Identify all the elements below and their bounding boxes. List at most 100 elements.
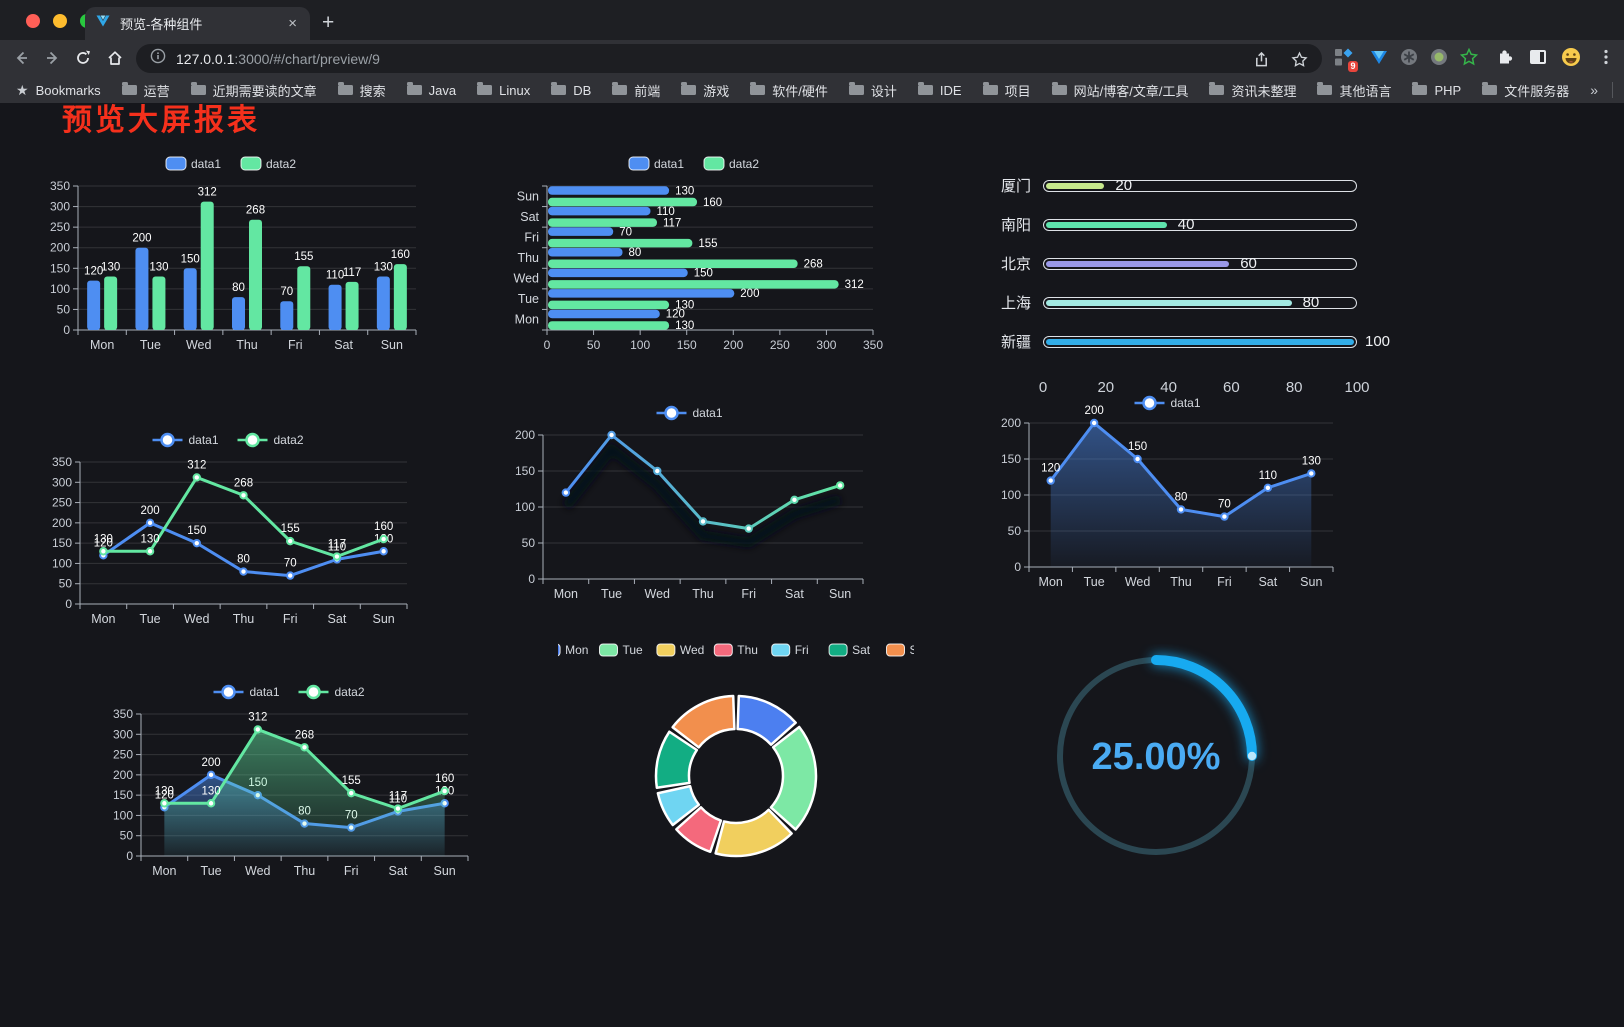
bookmark-item[interactable]: DB bbox=[551, 82, 591, 98]
svg-text:Mon: Mon bbox=[1039, 575, 1063, 589]
svg-text:130: 130 bbox=[94, 533, 113, 545]
svg-text:Thu: Thu bbox=[236, 338, 258, 352]
bookmark-item[interactable]: 其他语言 bbox=[1317, 81, 1391, 100]
bookmark-item[interactable]: 搜索 bbox=[337, 81, 386, 100]
svg-text:Mon: Mon bbox=[554, 587, 578, 601]
chart-line-dual[interactable]: 0 50 100 150 200 250 300 350 Mon Tue Wed Thu Fri Sat S… bbox=[42, 424, 417, 638]
bookmark-label: IDE bbox=[939, 82, 962, 98]
svg-text:160: 160 bbox=[391, 249, 410, 261]
svg-text:200: 200 bbox=[201, 757, 220, 769]
bookmark-item[interactable]: 运营 bbox=[121, 81, 170, 100]
svg-text:155: 155 bbox=[698, 238, 717, 250]
chart-bar-vertical[interactable]: 0 50 100 150 200 250 300 350 Mon Tue Wed Thu Fri Sat S… bbox=[42, 148, 424, 362]
sidebar-toggle-icon[interactable] bbox=[1526, 45, 1550, 69]
page-content: 预览大屏报表 0 50 100 150 200 250 300 350 Mon Tue Wed Thu… bbox=[0, 103, 1624, 1027]
bookmark-item[interactable]: 游戏 bbox=[681, 81, 729, 100]
forward-button[interactable] bbox=[40, 45, 66, 71]
svg-text:50: 50 bbox=[522, 536, 536, 550]
bookmark-item[interactable]: 近期需要读的文章 bbox=[190, 81, 317, 100]
bookmark-item[interactable]: Linux bbox=[477, 82, 530, 98]
svg-text:350: 350 bbox=[113, 707, 133, 721]
url-host: 127.0.0.1 bbox=[176, 50, 235, 67]
extension-asterisk-icon[interactable] bbox=[1397, 45, 1421, 69]
progress-value: 20 bbox=[1115, 176, 1133, 194]
bookmark-item[interactable]: 前端 bbox=[612, 81, 660, 100]
svg-text:Sat: Sat bbox=[328, 612, 347, 626]
svg-text:150: 150 bbox=[113, 788, 133, 802]
new-tab-button[interactable]: + bbox=[322, 11, 335, 34]
chart-bar-horizontal[interactable]: Mon Tue Wed Thu Fri Sat Sun 0 50 100 150 200 250 300 3… bbox=[503, 148, 889, 364]
svg-text:data2: data2 bbox=[266, 157, 296, 171]
tab-close-icon[interactable]: × bbox=[288, 15, 297, 32]
svg-text:120: 120 bbox=[1041, 463, 1060, 475]
emoji-avatar-icon[interactable] bbox=[1559, 45, 1583, 69]
bookmark-item[interactable]: 设计 bbox=[848, 81, 897, 100]
svg-text:268: 268 bbox=[295, 729, 314, 741]
svg-text:Sun: Sun bbox=[910, 643, 915, 657]
bookmark-label: PHP bbox=[1434, 82, 1462, 98]
svg-text:Wed: Wed bbox=[514, 272, 540, 286]
svg-text:155: 155 bbox=[294, 251, 313, 263]
bookmark-item[interactable]: 文件服务器 bbox=[1482, 81, 1569, 100]
bookmark-item[interactable]: 项目 bbox=[982, 81, 1031, 100]
address-bar[interactable]: 127.0.0.1:3000/#/chart/preview/9 bbox=[136, 44, 1322, 73]
share-icon[interactable] bbox=[1248, 46, 1274, 72]
browser-toolbar: 127.0.0.1:3000/#/chart/preview/9 9 bbox=[0, 40, 1624, 77]
progress-row: 南阳 40 bbox=[995, 205, 1357, 244]
svg-text:200: 200 bbox=[723, 338, 743, 352]
svg-text:130: 130 bbox=[201, 785, 220, 797]
progress-label: 新疆 bbox=[1000, 334, 1031, 351]
svg-text:50: 50 bbox=[1008, 524, 1022, 538]
browser-menu-kebab-icon[interactable] bbox=[1594, 45, 1618, 69]
svg-text:312: 312 bbox=[845, 279, 864, 291]
bookmark-item[interactable]: 资讯未整理 bbox=[1209, 81, 1296, 100]
bookmark-item[interactable]: 网站/博客/文章/工具 bbox=[1051, 81, 1188, 100]
svg-text:200: 200 bbox=[140, 505, 159, 517]
bookmark-item[interactable]: 软件/硬件 bbox=[750, 81, 828, 100]
svg-text:155: 155 bbox=[342, 775, 361, 787]
svg-text:data1: data1 bbox=[191, 157, 221, 171]
home-button[interactable] bbox=[102, 45, 128, 71]
bookmark-star-icon[interactable] bbox=[1286, 46, 1312, 72]
bookmarks-overflow-chevron-icon[interactable]: » bbox=[1590, 82, 1599, 98]
folder-icon bbox=[681, 82, 697, 95]
chart-gauge[interactable]: 25.00% bbox=[1040, 644, 1272, 868]
bookmark-item[interactable]: Java bbox=[406, 82, 456, 98]
svg-text:200: 200 bbox=[50, 241, 70, 255]
chart-area-dual[interactable]: 0 50 100 150 200 250 300 350 Mon Tue Wed Thu Fri Sat S… bbox=[103, 676, 478, 890]
bookmark-item[interactable]: PHP bbox=[1412, 82, 1462, 98]
svg-text:Thu: Thu bbox=[692, 587, 714, 601]
chart-pie-donut[interactable]: Mon Tue Wed Thu Fri Sat Sun bbox=[541, 636, 931, 881]
page-title: 预览大屏报表 bbox=[62, 104, 260, 137]
extension-grid-icon[interactable]: 9 bbox=[1331, 45, 1358, 72]
svg-text:Wed: Wed bbox=[645, 587, 671, 601]
chart-area-single[interactable]: 0 50 100 150 200 Mon Tue Wed Thu Fri Sat Sun data1 12… bbox=[993, 387, 1345, 597]
chart-line-gradient[interactable]: 0 50 100 150 200 Mon Tue Wed Thu Fri Sat Sun data1 bbox=[505, 397, 877, 611]
info-icon[interactable] bbox=[150, 48, 166, 69]
browser-tab[interactable]: 预览-各种组件 × bbox=[85, 7, 310, 40]
chart-progress-list[interactable]: 厦门 20 南阳 40 北京 60 上海 80 新疆 100 0 20 40 60 80 100 bbox=[995, 158, 1390, 397]
svg-text:Fri: Fri bbox=[288, 338, 303, 352]
extension-vue-devtools-icon[interactable] bbox=[1367, 45, 1391, 69]
svg-text:Thu: Thu bbox=[233, 612, 255, 626]
bookmark-item[interactable]: IDE bbox=[917, 82, 962, 98]
svg-text:300: 300 bbox=[113, 727, 133, 741]
extensions-puzzle-icon[interactable] bbox=[1493, 45, 1517, 69]
svg-text:Tue: Tue bbox=[518, 292, 539, 306]
svg-text:150: 150 bbox=[50, 261, 70, 275]
back-button[interactable] bbox=[8, 45, 34, 71]
svg-text:312: 312 bbox=[187, 459, 206, 471]
minimize-window-button[interactable] bbox=[53, 14, 67, 28]
bookmark-item-bookmarks[interactable]: ★ Bookmarks bbox=[16, 82, 101, 99]
extension-record-icon[interactable] bbox=[1427, 45, 1451, 69]
svg-text:200: 200 bbox=[740, 288, 759, 300]
svg-text:Fri: Fri bbox=[741, 587, 756, 601]
svg-text:155: 155 bbox=[281, 523, 300, 535]
progress-fill bbox=[1046, 260, 1230, 267]
svg-text:Mon: Mon bbox=[152, 864, 176, 878]
svg-text:0: 0 bbox=[1014, 560, 1021, 574]
close-window-button[interactable] bbox=[26, 14, 40, 28]
folder-icon bbox=[1051, 82, 1067, 95]
extension-star-icon[interactable] bbox=[1457, 45, 1481, 69]
reload-button[interactable] bbox=[70, 45, 96, 71]
